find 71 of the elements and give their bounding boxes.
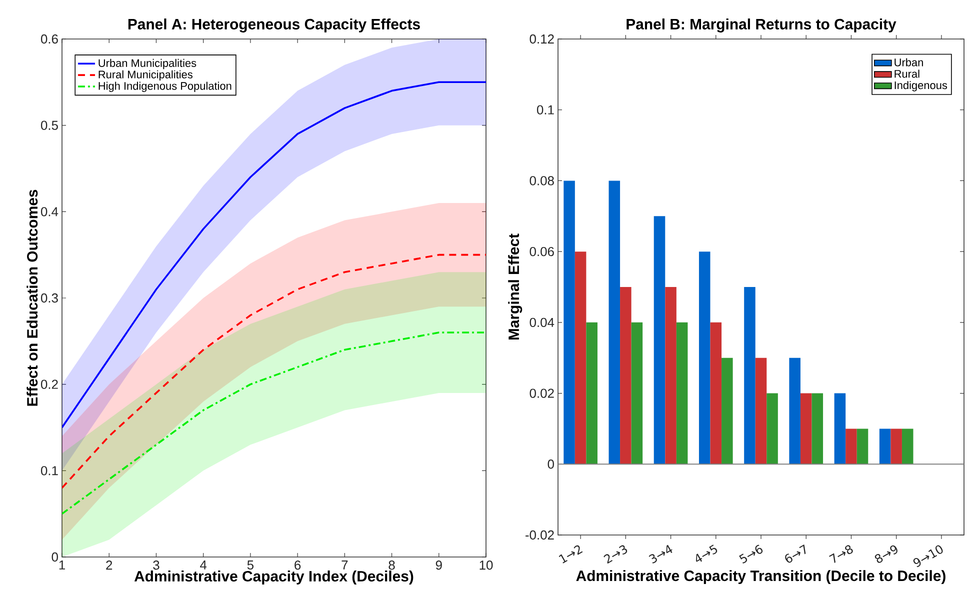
bar xyxy=(755,358,767,464)
y-tick-label: 0.02 xyxy=(530,388,554,398)
bar xyxy=(574,252,586,464)
x-tick-label: 8 xyxy=(388,560,395,570)
legend-label: Indigenous xyxy=(894,81,948,92)
bar xyxy=(722,358,733,464)
line-series xyxy=(62,254,486,489)
y-tick-label: 0.2 xyxy=(40,380,58,389)
bar xyxy=(834,393,846,464)
y-tick-label: 0.4 xyxy=(40,207,58,216)
y-tick-label: 0 xyxy=(52,552,58,562)
legend-label: High Indigenous Population xyxy=(98,82,232,92)
x-tick-label: 3→4 xyxy=(648,544,672,564)
bar xyxy=(879,428,891,464)
bar xyxy=(698,252,710,464)
x-tick-label: 7→8 xyxy=(829,545,853,563)
legend-label: Urban Municipalities xyxy=(98,58,196,70)
chart-title: Panel B: Marginal Returns to Capacity xyxy=(626,18,896,32)
line-series xyxy=(62,81,486,428)
x-tick-label: 1→2 xyxy=(558,545,583,564)
bar xyxy=(846,428,857,464)
x-tick-label: 4→5 xyxy=(696,544,718,562)
legend-label: Urban xyxy=(894,58,923,66)
legend-label: Rural Municipalities xyxy=(98,70,192,81)
bar xyxy=(608,180,620,464)
y-tick-label: 0.6 xyxy=(40,34,58,44)
bar xyxy=(744,286,756,464)
x-tick-label: 10 xyxy=(480,560,493,570)
bar xyxy=(812,393,824,464)
bar xyxy=(564,180,575,464)
bar xyxy=(665,286,676,464)
y-tick-label: 0.08 xyxy=(530,176,554,186)
y-tick-label: 0 xyxy=(548,460,554,469)
x-tick-label: 2→3 xyxy=(604,545,628,564)
x-tick-label: 5→6 xyxy=(739,544,763,564)
x-axis-title: Administrative Capacity Index (Deciles) xyxy=(134,570,414,584)
y-tick-label: 0.06 xyxy=(530,246,554,256)
bar xyxy=(586,322,598,464)
x-tick-label: 5 xyxy=(247,560,254,570)
y-tick-label: 0.12 xyxy=(530,34,554,44)
bar xyxy=(856,428,868,464)
x-tick-label: 2 xyxy=(106,560,112,570)
x-tick-label: 8→9 xyxy=(874,545,898,563)
bar xyxy=(710,322,722,464)
x-tick-label: 9 xyxy=(436,560,442,570)
y-axis-title: Effect on Education Outcomes xyxy=(26,190,38,406)
bar xyxy=(902,428,914,464)
y-tick-label: 0.1 xyxy=(536,105,554,114)
x-tick-label: 4 xyxy=(200,560,207,570)
bar xyxy=(676,322,688,464)
bar xyxy=(620,286,632,464)
bar xyxy=(654,216,666,464)
bar xyxy=(766,393,778,464)
x-axis-title: Administrative Capacity Transition (Decile to Decile) xyxy=(576,570,946,584)
bar xyxy=(800,393,812,464)
y-tick-label: -0.02 xyxy=(526,530,554,540)
y-tick-label: 0.3 xyxy=(40,293,58,303)
legend-label: Rural xyxy=(894,70,920,78)
bar xyxy=(890,428,902,464)
bar xyxy=(631,322,643,464)
bar xyxy=(789,358,800,464)
x-tick-label: 1 xyxy=(59,560,65,570)
y-tick-label: 0.1 xyxy=(40,466,58,476)
y-axis-title: Marginal Effect xyxy=(508,234,522,340)
y-tick-label: 0.04 xyxy=(530,318,554,328)
x-tick-label: 6→7 xyxy=(785,544,806,563)
x-tick-label: 3 xyxy=(153,560,160,570)
x-tick-label: 7 xyxy=(342,560,348,570)
y-tick-label: 0.5 xyxy=(40,120,58,130)
chart-title: Panel A: Heterogeneous Capacity Effects xyxy=(128,18,420,32)
x-tick-label: 6 xyxy=(294,560,301,570)
